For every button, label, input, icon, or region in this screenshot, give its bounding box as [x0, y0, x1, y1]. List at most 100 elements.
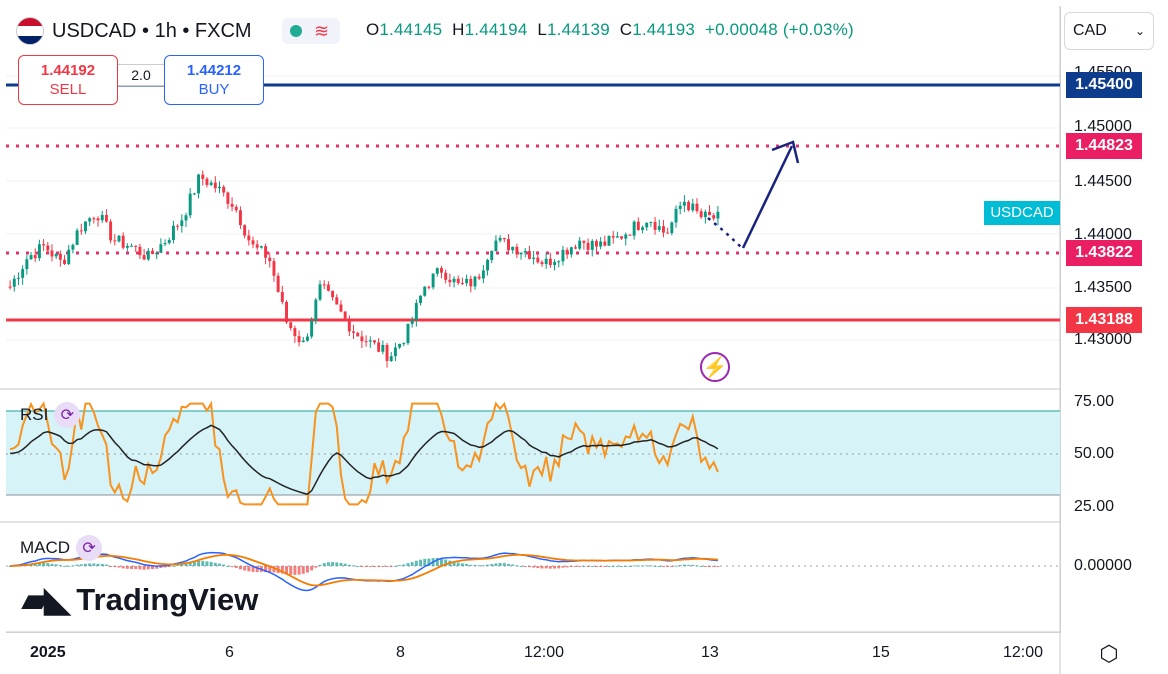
- macd-histogram-bar: [201, 560, 205, 566]
- symbol-price-badge[interactable]: USDCAD: [984, 201, 1060, 225]
- macd-histogram-bar: [406, 563, 410, 566]
- macd-histogram-bar: [155, 566, 159, 569]
- time-label: 12:00: [524, 644, 565, 661]
- macd-histogram-bar: [641, 565, 644, 567]
- candle-body: [452, 278, 456, 283]
- candle-body: [142, 255, 146, 260]
- currency-select[interactable]: CAD ⌄: [1064, 12, 1154, 50]
- macd-label: MACD: [20, 538, 71, 557]
- macd-histogram-bar: [188, 562, 192, 566]
- macd-histogram-bar: [582, 565, 586, 567]
- macd-histogram-bar: [695, 565, 699, 567]
- macd-histogram-bar: [264, 566, 268, 573]
- rsi-line: [9, 400, 719, 506]
- candle-body: [615, 236, 619, 238]
- candle-body: [12, 278, 16, 287]
- macd-histogram-bar: [687, 564, 691, 566]
- macd-histogram-bar: [130, 566, 134, 569]
- rsi-pane-label[interactable]: RSI ⟳: [20, 402, 81, 428]
- candle-body: [125, 245, 129, 248]
- time-label: 15: [872, 644, 890, 661]
- macd-histogram-bar: [285, 566, 288, 575]
- time-label: 8: [396, 644, 405, 661]
- price-tag-143188[interactable]: 1.43188: [1066, 307, 1142, 333]
- candle-body: [440, 268, 443, 273]
- candle-body: [84, 221, 87, 232]
- refresh-icon[interactable]: ⟳: [76, 535, 103, 561]
- macd-histogram-bar: [146, 566, 150, 570]
- candle-body: [155, 252, 159, 255]
- candle-body: [364, 341, 368, 343]
- candle-body: [130, 245, 134, 247]
- symbol-title[interactable]: USDCAD • 1h • FXCM: [52, 19, 252, 42]
- candle-body: [138, 246, 142, 256]
- currency-select-value: CAD: [1073, 22, 1107, 39]
- candle-body: [460, 283, 464, 285]
- macd-histogram-bar: [352, 565, 355, 567]
- macd-histogram-bar: [561, 566, 565, 568]
- macd-histogram-bar: [356, 565, 360, 567]
- price-tag-144823[interactable]: 1.44823: [1066, 133, 1142, 159]
- macd-histogram-bar: [176, 565, 180, 567]
- macd-histogram-bar: [682, 564, 686, 566]
- macd-histogram-bar: [486, 564, 490, 566]
- rsi-band: [6, 411, 1060, 495]
- chevron-down-icon: ⌄: [1134, 24, 1145, 38]
- candle-body: [8, 286, 12, 288]
- macd-histogram-bar: [347, 564, 351, 566]
- candle-body: [657, 226, 661, 230]
- refresh-icon[interactable]: ⟳: [54, 402, 81, 428]
- candle-body: [247, 235, 251, 241]
- macd-pane-label[interactable]: MACD ⟳: [20, 535, 103, 561]
- symbol-header[interactable]: USDCAD • 1h • FXCM: [16, 17, 252, 45]
- candle-body: [515, 246, 519, 255]
- macd-histogram-bar: [590, 565, 594, 567]
- settings-icon[interactable]: ⬡: [1099, 641, 1119, 666]
- macd-histogram-bar: [708, 566, 711, 567]
- macd-histogram-bar: [222, 564, 226, 566]
- buy-button[interactable]: 1.44212 BUY: [164, 55, 264, 105]
- candle-body: [553, 261, 557, 266]
- macd-histogram: [8, 557, 720, 575]
- candle-body: [151, 250, 154, 255]
- candle-body: [410, 320, 414, 324]
- projection-arrow-line[interactable]: [741, 145, 794, 249]
- candle-body: [188, 193, 192, 216]
- candle-body: [29, 255, 33, 260]
- macd-histogram-bar: [104, 564, 108, 566]
- candle-body: [645, 222, 649, 228]
- price-tag-143822[interactable]: 1.43822: [1066, 240, 1142, 266]
- candle-body: [423, 286, 427, 296]
- candle-body: [79, 230, 83, 232]
- market-status-pill[interactable]: ≋: [282, 18, 340, 44]
- projection-dotted-path: [707, 217, 743, 249]
- macd-histogram-bar: [326, 562, 330, 566]
- macd-histogram-bar: [427, 558, 431, 566]
- lightning-icon[interactable]: ⚡: [700, 352, 730, 382]
- sell-button[interactable]: 1.44192 SELL: [18, 55, 118, 105]
- candle-body: [385, 344, 389, 361]
- candle-body: [519, 252, 523, 255]
- macd-histogram-bar: [444, 559, 448, 566]
- candle-body: [96, 218, 100, 221]
- candle-body: [427, 286, 431, 288]
- macd-histogram-bar: [117, 566, 121, 568]
- price-tag-145400[interactable]: 1.45400: [1066, 72, 1142, 98]
- candle-body: [611, 236, 615, 238]
- macd-histogram-bar: [92, 563, 96, 566]
- candle-body: [121, 235, 125, 248]
- macd-histogram-bar: [331, 562, 335, 566]
- candle-body: [502, 237, 506, 240]
- macd-histogram-bar: [243, 566, 247, 571]
- candle-body: [305, 336, 309, 341]
- macd-histogram-bar: [163, 566, 167, 568]
- candle-body: [360, 336, 364, 342]
- candle-body: [393, 347, 397, 357]
- candle-body: [297, 336, 301, 343]
- tradingview-logo[interactable]: ▰◣ TradingView: [22, 580, 258, 620]
- macd-histogram-bar: [218, 563, 221, 566]
- candle-body: [167, 240, 171, 244]
- candle-body: [373, 340, 376, 343]
